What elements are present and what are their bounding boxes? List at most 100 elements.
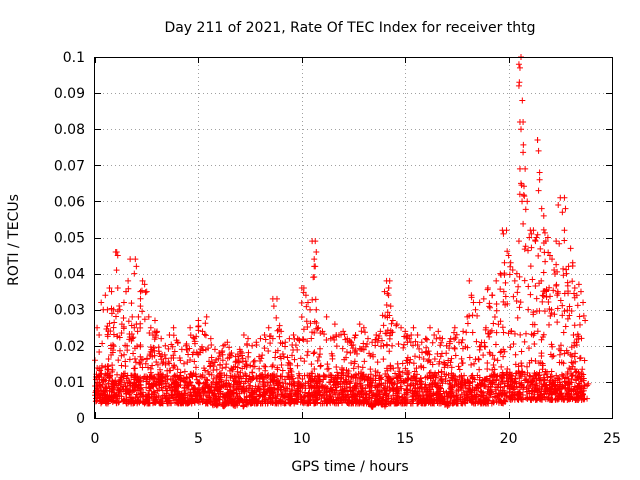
data-point (387, 303, 394, 310)
data-point (143, 376, 150, 383)
data-point (491, 356, 498, 363)
data-point (347, 349, 354, 356)
data-point (120, 314, 127, 321)
data-point (528, 379, 535, 386)
data-point (536, 377, 543, 384)
data-point (383, 390, 390, 397)
data-point (566, 312, 573, 319)
data-point (245, 378, 252, 385)
data-point (321, 398, 328, 405)
data-point (490, 320, 497, 327)
data-point (366, 350, 373, 357)
data-point (574, 384, 581, 391)
data-point (331, 321, 338, 328)
data-point (206, 371, 213, 378)
data-point (425, 348, 432, 355)
data-point (130, 350, 137, 357)
data-point (246, 373, 253, 380)
data-point (328, 350, 335, 357)
data-point (157, 366, 164, 373)
data-point (409, 387, 416, 394)
data-point (279, 340, 286, 347)
data-point (120, 383, 127, 390)
data-point (407, 383, 414, 390)
data-point (220, 342, 227, 349)
data-point (111, 390, 118, 397)
data-point (553, 238, 560, 245)
data-point (401, 333, 408, 340)
data-point (403, 389, 410, 396)
data-point (522, 165, 529, 172)
data-point (476, 346, 483, 353)
data-point (556, 386, 563, 393)
data-point (439, 335, 446, 342)
data-point (535, 372, 542, 379)
y-tick-label: 0.01 (54, 375, 85, 391)
data-point (535, 187, 542, 194)
data-point (549, 256, 556, 263)
data-point (563, 270, 570, 277)
data-point (499, 371, 506, 378)
data-point (202, 332, 209, 339)
data-point (258, 355, 265, 362)
data-point (339, 365, 346, 372)
data-point (262, 398, 269, 405)
data-point (520, 192, 527, 199)
data-point (513, 298, 520, 305)
data-point (204, 377, 211, 384)
data-point (533, 234, 540, 241)
data-point (279, 351, 286, 358)
data-point (187, 397, 194, 404)
data-point (538, 205, 545, 212)
data-point (550, 287, 557, 294)
data-point (390, 365, 397, 372)
data-point (385, 374, 392, 381)
y-tick-label: 0 (76, 411, 85, 427)
data-point (142, 289, 149, 296)
data-point (193, 376, 200, 383)
data-point (533, 295, 540, 302)
data-point (565, 290, 572, 297)
data-point (213, 400, 220, 407)
data-point (486, 300, 493, 307)
data-point (139, 308, 146, 315)
data-point (394, 360, 401, 367)
data-point (109, 398, 116, 405)
data-point (391, 396, 398, 403)
data-point (506, 271, 513, 278)
chart-title: Day 211 of 2021, Rate Of TEC Index for r… (164, 20, 535, 36)
data-point (539, 360, 546, 367)
data-point (395, 387, 402, 394)
data-point (137, 288, 144, 295)
data-point (271, 386, 278, 393)
data-point (532, 396, 539, 403)
data-point (509, 266, 516, 273)
data-point (122, 363, 129, 370)
data-point (187, 324, 194, 331)
x-axis-title: GPS time / hours (291, 459, 408, 475)
data-point (105, 356, 112, 363)
data-point (581, 357, 588, 364)
data-point (498, 376, 505, 383)
data-point (564, 368, 571, 375)
data-point (294, 362, 301, 369)
data-point (174, 366, 181, 373)
data-point (250, 363, 257, 370)
data-point (274, 327, 281, 334)
data-point (424, 358, 431, 365)
data-point (546, 306, 553, 313)
data-point (333, 343, 340, 350)
data-point (96, 348, 103, 355)
data-point (402, 328, 409, 335)
data-point (451, 345, 458, 352)
data-point (170, 324, 177, 331)
data-point (524, 363, 531, 370)
data-point (135, 313, 142, 320)
data-point (535, 252, 542, 259)
data-point (543, 294, 550, 301)
data-point (446, 340, 453, 347)
data-point (114, 371, 121, 378)
data-point (553, 282, 560, 289)
data-point (555, 202, 562, 209)
data-point (573, 394, 580, 401)
